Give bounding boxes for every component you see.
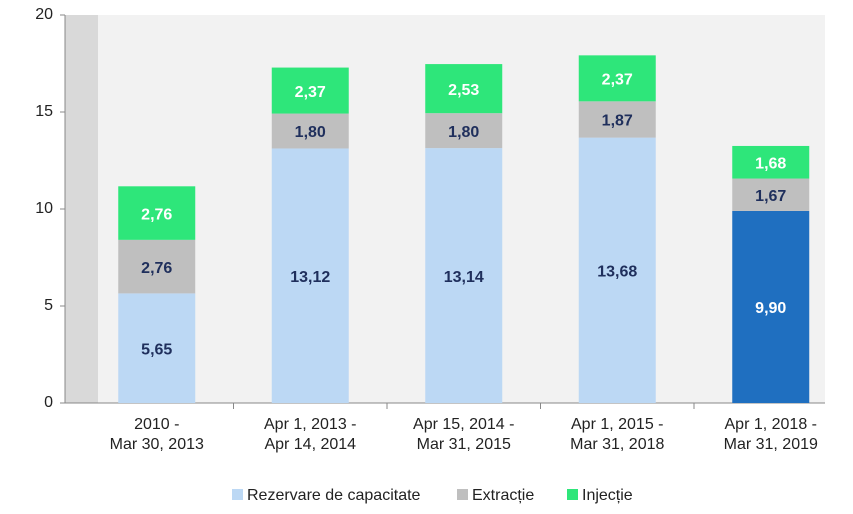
legend-swatch xyxy=(232,489,243,500)
bar-segment xyxy=(118,186,196,240)
bar-segment xyxy=(425,148,503,403)
value-label: 2,76 xyxy=(141,260,172,277)
bar-segment xyxy=(118,239,196,294)
legend-swatch xyxy=(567,489,578,500)
value-label: 13,68 xyxy=(597,264,637,281)
bar-segment xyxy=(578,101,656,138)
value-label: 13,14 xyxy=(444,269,484,286)
value-label: 1,87 xyxy=(602,113,633,130)
x-tick-label: Apr 15, 2014 -Mar 31, 2015 xyxy=(413,416,514,453)
y-tick-label: 0 xyxy=(44,394,53,411)
bar-segment xyxy=(271,148,349,403)
value-label: 9,90 xyxy=(755,300,786,317)
bar-segment xyxy=(118,293,196,403)
bar-segment xyxy=(271,67,349,114)
value-label: 1,67 xyxy=(755,188,786,205)
y-tick-label: 15 xyxy=(35,103,53,120)
value-label: 2,76 xyxy=(141,206,172,223)
bar-segment xyxy=(425,64,503,114)
value-label: 1,80 xyxy=(295,124,326,141)
y-tick-label: 5 xyxy=(44,297,53,314)
bar-segment xyxy=(732,178,810,211)
legend-swatch xyxy=(457,489,468,500)
bar-segment xyxy=(425,113,503,149)
x-tick-label: Apr 1, 2018 -Mar 31, 2019 xyxy=(724,416,818,453)
value-label: 5,65 xyxy=(141,341,172,358)
legend-label: Rezervare de capacitate xyxy=(247,487,421,504)
bar-segment xyxy=(271,113,349,149)
x-tick-label: Apr 1, 2015 -Mar 31, 2018 xyxy=(570,416,664,453)
bar-segment xyxy=(732,210,810,403)
x-tick-label: Apr 1, 2013 -Apr 14, 2014 xyxy=(264,416,357,453)
value-label: 2,37 xyxy=(602,72,633,89)
value-label: 2,53 xyxy=(448,82,479,99)
bar-segment xyxy=(578,137,656,403)
y-tick-label: 20 xyxy=(35,6,53,23)
value-label: 1,68 xyxy=(755,155,786,172)
value-label: 1,80 xyxy=(448,124,479,141)
legend-label: Injecție xyxy=(582,487,633,504)
value-label: 13,12 xyxy=(290,269,330,286)
x-tick-label: 2010 -Mar 30, 2013 xyxy=(110,416,204,453)
value-label: 2,37 xyxy=(295,84,326,101)
plot-wall xyxy=(65,15,98,403)
bar-segment xyxy=(578,55,656,102)
bar-segment xyxy=(732,145,810,179)
legend-label: Extracție xyxy=(472,487,534,504)
y-tick-label: 10 xyxy=(35,200,53,217)
